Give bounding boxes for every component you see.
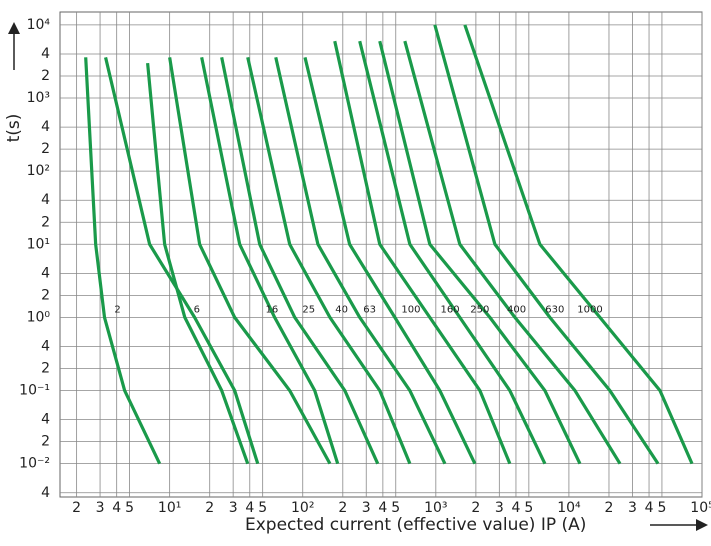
- y-tick-label: 10⁰: [27, 309, 51, 325]
- y-tick-label: 10⁻¹: [19, 383, 50, 399]
- x-tick-label: 2: [605, 500, 614, 516]
- x-tick-label: 4: [245, 500, 254, 516]
- curve: [274, 56, 447, 465]
- y-axis-label: t(s): [4, 114, 24, 143]
- rating-label: 63: [363, 304, 376, 315]
- y-tick-label: 10⁻²: [19, 456, 50, 472]
- y-tick-label: 2: [41, 287, 50, 303]
- rating-label: 400: [507, 304, 526, 315]
- x-tick-label: 2: [338, 500, 347, 516]
- curve: [433, 24, 660, 465]
- y-tick-label: 2: [41, 434, 50, 450]
- y-tick-label: 2: [41, 361, 50, 377]
- y-tick-label: 4: [41, 485, 50, 501]
- x-tick-label: 3: [96, 500, 105, 516]
- y-tick-label: 4: [41, 412, 50, 428]
- curve: [358, 40, 547, 465]
- curve: [403, 40, 622, 465]
- x-tick-label: 10³: [424, 500, 447, 516]
- x-tick-label: 10⁴: [557, 500, 581, 516]
- x-tick-label: 4: [112, 500, 121, 516]
- y-tick-label: 4: [41, 119, 50, 135]
- y-tick-label: 10²: [27, 163, 50, 179]
- y-tick-label: 4: [41, 338, 50, 354]
- curve: [463, 24, 694, 465]
- curve: [303, 56, 477, 465]
- x-tick-label: 3: [495, 500, 504, 516]
- y-tick-label: 4: [41, 46, 50, 62]
- rating-label: 1000: [577, 304, 602, 315]
- y-tick-label: 10³: [27, 90, 50, 106]
- x-tick-label: 2: [471, 500, 480, 516]
- x-tick-label: 4: [645, 500, 654, 516]
- x-tick-label: 4: [511, 500, 520, 516]
- x-tick-label: 10²: [291, 500, 314, 516]
- y-tick-label: 10¹: [27, 236, 50, 252]
- curve: [378, 40, 582, 465]
- rating-label: 630: [545, 304, 564, 315]
- x-arrowhead: [696, 519, 708, 531]
- x-tick-label: 5: [524, 500, 533, 516]
- x-tick-label: 5: [391, 500, 400, 516]
- y-tick-label: 4: [41, 265, 50, 281]
- curve: [84, 57, 162, 465]
- rating-label: 16: [265, 304, 278, 315]
- y-tick-label: 10⁴: [27, 17, 51, 33]
- curve: [104, 56, 260, 465]
- rating-label: 100: [401, 304, 420, 315]
- rating-label: 6: [194, 304, 200, 315]
- x-tick-label: 4: [378, 500, 387, 516]
- x-tick-label: 5: [258, 500, 267, 516]
- curve: [200, 57, 340, 465]
- curve: [146, 62, 250, 465]
- x-tick-label: 5: [125, 500, 134, 516]
- y-tick-label: 2: [41, 141, 50, 157]
- rating-label: 25: [302, 304, 315, 315]
- rating-label: 40: [335, 304, 348, 315]
- rating-label: 250: [470, 304, 489, 315]
- y-tick-label: 4: [41, 192, 50, 208]
- rating-label: 160: [441, 304, 460, 315]
- x-tick-label: 10¹: [158, 500, 181, 516]
- x-axis-label: Expected current (effective value) IP (A…: [245, 515, 586, 535]
- x-tick-label: 5: [657, 500, 666, 516]
- x-tick-label: 2: [72, 500, 81, 516]
- x-tick-label: 2: [205, 500, 214, 516]
- x-tick-label: 3: [362, 500, 371, 516]
- x-tick-label: 3: [229, 500, 238, 516]
- curve: [168, 57, 332, 465]
- rating-label: 2: [114, 304, 120, 315]
- x-tick-label: 10⁵: [690, 500, 711, 516]
- curve: [220, 57, 380, 465]
- y-arrowhead: [8, 22, 20, 34]
- curve: [333, 40, 512, 465]
- curve: [246, 56, 412, 465]
- y-tick-label: 2: [41, 68, 50, 84]
- x-tick-label: 3: [628, 500, 637, 516]
- y-tick-label: 2: [41, 214, 50, 230]
